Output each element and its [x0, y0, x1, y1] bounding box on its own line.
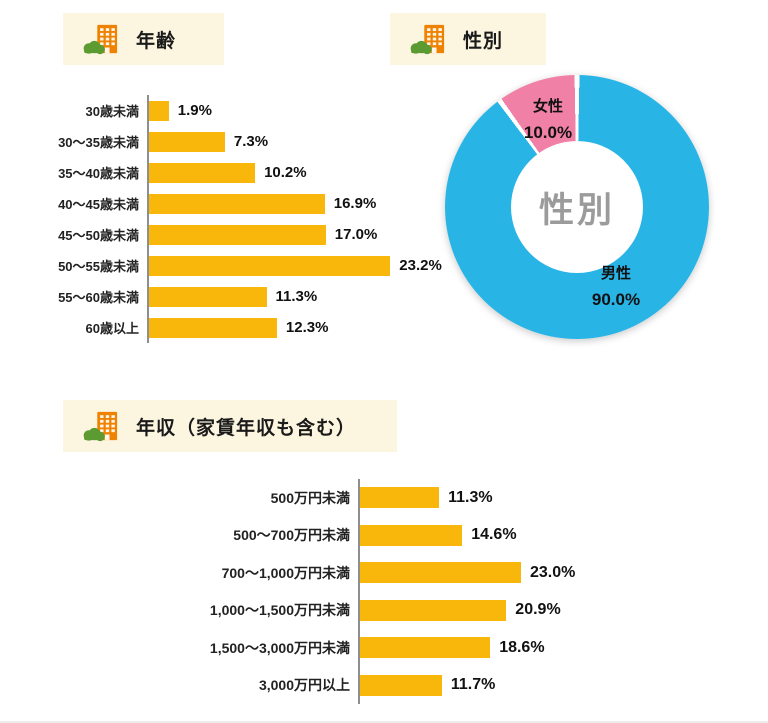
category-label: 1,000〜1,500万円未満 — [209, 602, 350, 619]
value-label: 12.3% — [285, 319, 329, 336]
value-label: 23.0% — [530, 563, 576, 581]
age-bar-row: 55〜60歳未満 11.3% — [22, 281, 467, 312]
building-icon — [83, 411, 118, 441]
age-bar-row: 35〜40歳未満 10.2% — [22, 157, 467, 188]
category-label: 1,500〜3,000万円未満 — [209, 639, 350, 656]
value-label: 14.6% — [471, 526, 517, 544]
category-label: 45〜50歳未満 — [58, 228, 139, 243]
category-label: 55〜60歳未満 — [58, 290, 139, 305]
bar — [149, 255, 391, 276]
value-label: 11.3% — [448, 488, 493, 506]
category-label: 60歳以上 — [85, 321, 139, 336]
bar-zone: 1.9% — [147, 95, 467, 126]
value-label: 7.3% — [233, 133, 269, 150]
donut-center: 性別 — [511, 141, 643, 273]
bar — [149, 224, 326, 245]
category-label: 40〜45歳未満 — [58, 197, 139, 212]
value-label: 1.9% — [177, 102, 212, 119]
income-section-title: 年収（家賃年収も含む） — [136, 417, 357, 439]
bar-zone: 12.3% — [147, 312, 467, 343]
building-icon — [83, 24, 118, 54]
bar-zone: 11.3% — [147, 281, 467, 312]
gender-section-header: 性別 — [390, 13, 546, 65]
value-label: 10.2% — [264, 164, 307, 181]
income-bar-row: 1,500〜3,000万円未満 18.6% — [118, 629, 718, 667]
bar — [360, 599, 507, 621]
age-bar-row: 30〜35歳未満 7.3% — [22, 126, 467, 157]
value-label: 11.3% — [275, 288, 318, 305]
bar — [149, 100, 169, 121]
value-label: 11.7% — [450, 676, 496, 694]
income-bar-row: 700〜1,000万円未満 23.0% — [118, 554, 718, 592]
bar — [149, 317, 277, 338]
bar-zone: 14.6% — [358, 516, 718, 554]
building-icon — [410, 24, 445, 54]
male-slice-value: 90.0% — [591, 290, 641, 309]
category-label: 30歳未満 — [85, 104, 139, 119]
value-label: 20.9% — [515, 601, 561, 619]
value-label: 17.0% — [334, 226, 378, 243]
bar — [360, 637, 491, 659]
page-divider — [0, 721, 768, 723]
gender-donut-chart: 性別 女性 10.0% 男性 90.0% — [445, 75, 709, 339]
income-bar-row: 1,000〜1,500万円未満 20.9% — [118, 591, 718, 629]
female-slice-label: 女性 10.0% — [524, 95, 572, 143]
bar-zone: 18.6% — [358, 629, 718, 667]
age-section-header: 年齢 — [63, 13, 224, 65]
income-bar-row: 500〜700万円未満 14.6% — [118, 516, 718, 554]
male-slice-name: 男性 — [600, 265, 632, 282]
category-label: 50〜55歳未満 — [58, 259, 139, 274]
age-bar-row: 45〜50歳未満 17.0% — [22, 219, 467, 250]
bar — [149, 193, 325, 214]
category-label: 35〜40歳未満 — [58, 166, 139, 181]
bar-zone: 7.3% — [147, 126, 467, 157]
bar-zone: 23.0% — [358, 554, 718, 592]
age-bar-row: 40〜45歳未満 16.9% — [22, 188, 467, 219]
donut-center-label: 性別 — [538, 190, 615, 230]
male-slice-label: 男性 90.0% — [592, 262, 640, 310]
bar-zone: 16.9% — [147, 188, 467, 219]
age-bar-row: 30歳未満 1.9% — [22, 95, 467, 126]
bar-zone: 23.2% — [147, 250, 467, 281]
category-label: 500万円未満 — [270, 489, 350, 506]
age-section-title: 年齢 — [136, 30, 177, 52]
female-slice-value: 10.0% — [523, 123, 573, 142]
bar-zone: 10.2% — [147, 157, 467, 188]
income-bar-row: 3,000万円以上 11.7% — [118, 666, 718, 704]
bar — [149, 162, 256, 183]
category-label: 3,000万円以上 — [258, 677, 350, 694]
income-section-header: 年収（家賃年収も含む） — [63, 400, 397, 452]
value-label: 16.9% — [333, 195, 377, 212]
gender-section-title: 性別 — [463, 30, 504, 52]
category-label: 700〜1,000万円未満 — [221, 564, 350, 581]
category-label: 30〜35歳未満 — [58, 135, 139, 150]
value-label: 18.6% — [499, 638, 545, 656]
bar-zone: 17.0% — [147, 219, 467, 250]
income-bar-row: 500万円未満 11.3% — [118, 479, 718, 517]
bar — [360, 487, 440, 509]
income-bar-chart: 500万円未満 11.3% 500〜700万円未満 14.6% 700〜1,000万円未… — [118, 479, 718, 704]
bar — [360, 562, 521, 584]
age-bar-chart: 30歳未満 1.9% 30〜35歳未満 7.3% 35〜40歳未満 10.2% 40〜45歳… — [22, 95, 467, 343]
bar — [149, 286, 267, 307]
value-label: 23.2% — [399, 257, 442, 274]
bar — [149, 131, 225, 152]
bar-zone: 20.9% — [358, 591, 718, 629]
category-label: 500〜700万円未満 — [233, 527, 350, 544]
female-slice-name: 女性 — [532, 98, 564, 115]
bar-zone: 11.7% — [358, 666, 718, 704]
bar — [360, 674, 442, 696]
age-bar-row: 50〜55歳未満 23.2% — [22, 250, 467, 281]
age-bar-row: 60歳以上 12.3% — [22, 312, 467, 343]
bar-zone: 11.3% — [358, 479, 718, 517]
bar — [360, 524, 463, 546]
